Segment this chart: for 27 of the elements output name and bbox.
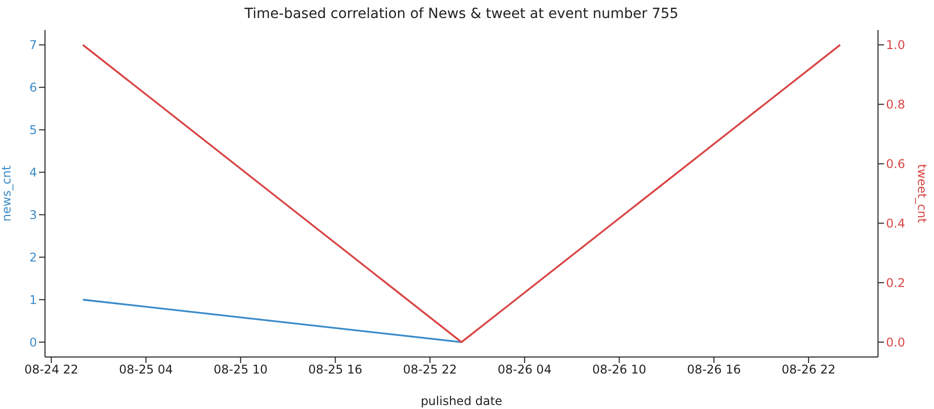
y-tick-label: 3 [29,208,37,222]
y-tick-label: 1 [29,292,37,307]
y-tick-label: 6 [29,80,37,95]
x-axis-title: pulished date [420,394,502,408]
y-tick-label: 7 [29,38,37,52]
y-axis-title: news_cnt [0,165,14,222]
y-tick-label: 0 [29,335,37,350]
x-tick-label: 08-25 16 [308,362,362,377]
y2-tick-label: 1.0 [886,38,906,52]
x-tick-label: 08-26 04 [498,362,552,377]
y2-tick-label: 0.6 [886,157,906,172]
x-tick-label: 08-25 04 [118,362,173,377]
y2-tick-label: 0.4 [886,216,906,230]
x-tick-label: 08-25 22 [402,362,457,377]
y2-tick-label: 0.8 [886,98,906,112]
x-tick-label: 08-24 22 [24,362,78,377]
chart-title: Time-based correlation of News & tweet at event number 755 [244,6,680,22]
y-tick-label: 4 [29,166,37,180]
x-tick-label: 08-26 10 [592,362,646,377]
y2-tick-label: 0.2 [886,276,906,290]
y2-tick-label: 0.0 [886,335,906,350]
x-tick-label: 08-26 16 [686,362,741,377]
x-tick-label: 08-26 22 [782,362,836,377]
y2-axis-title: tweet_cnt [914,164,929,224]
y-tick-label: 5 [29,123,37,138]
y-tick-label: 2 [29,250,37,264]
x-tick-label: 08-25 10 [214,362,268,377]
